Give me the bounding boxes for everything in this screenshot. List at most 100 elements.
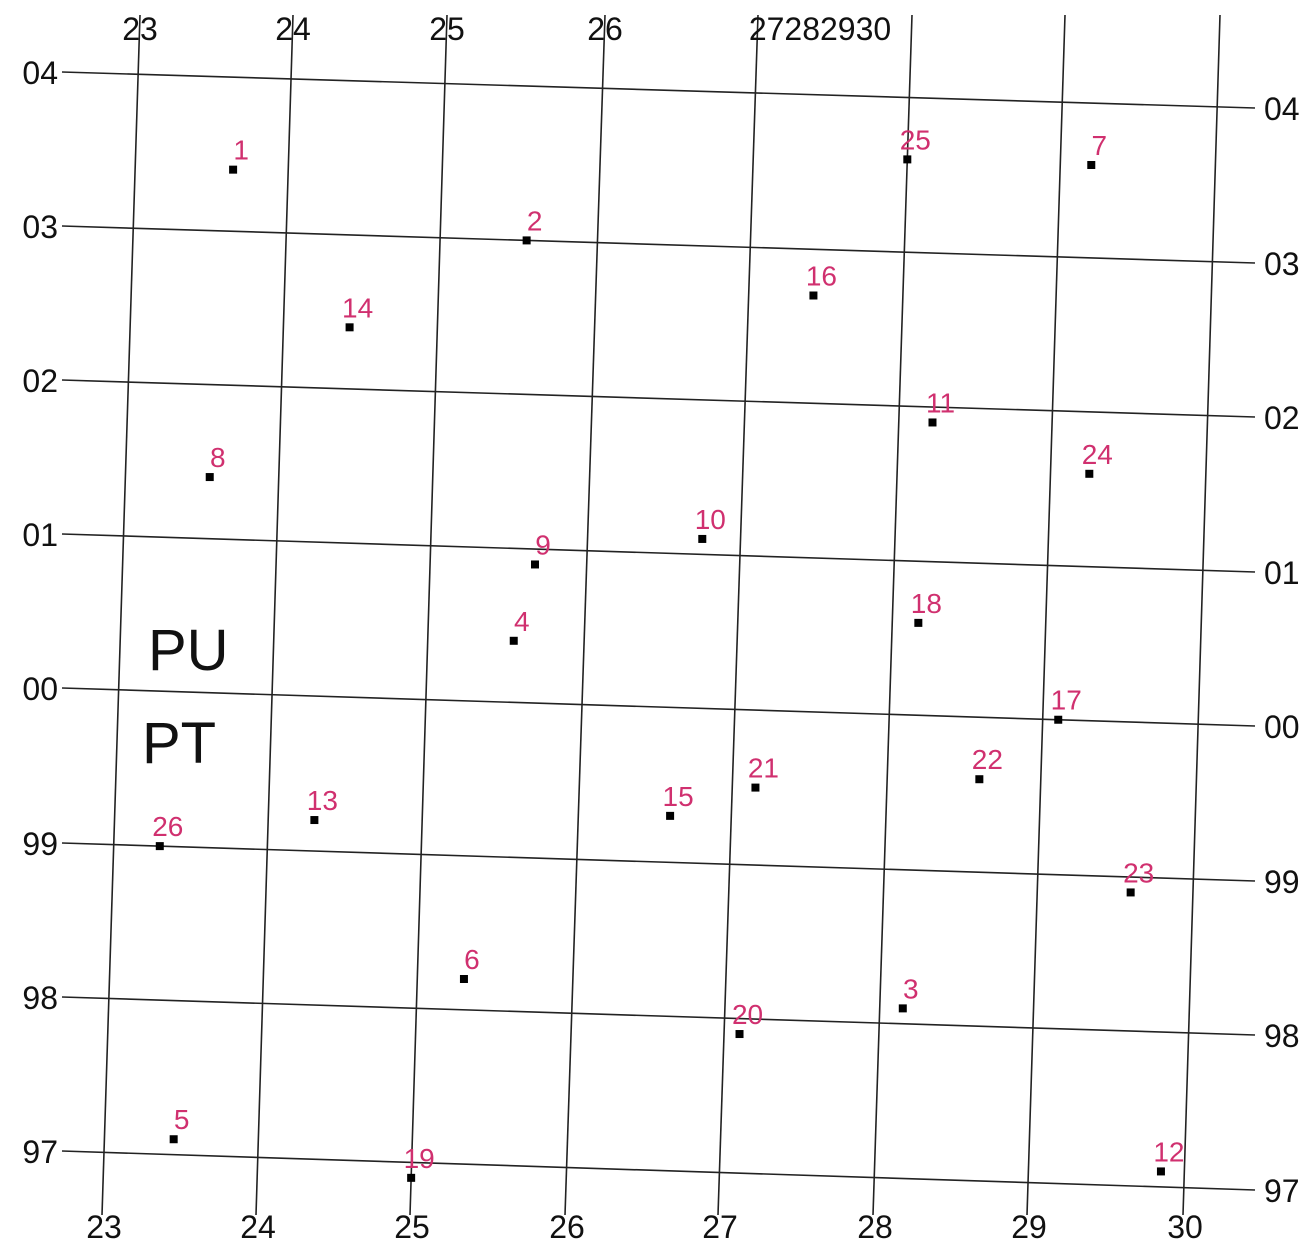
right-label: 01 [1264,555,1300,591]
point-label: 20 [732,999,763,1030]
point-marker [522,236,531,245]
bottom-label: 29 [1011,1209,1047,1242]
left-label: 97 [22,1134,58,1170]
left-label: 04 [22,55,58,91]
point-marker [407,1173,416,1182]
left-label: 02 [22,363,58,399]
survey-point: 1 [229,135,249,174]
right-label: 00 [1264,709,1300,745]
point-marker [229,165,238,174]
point-label: 12 [1153,1136,1184,1167]
point-marker [1126,888,1135,897]
right-label: 99 [1264,864,1300,900]
zone-label-pt: PT [142,711,216,776]
northing-line [61,996,1256,1036]
bottom-label: 25 [394,1209,430,1242]
northing-line [61,71,1256,109]
survey-point: 12 [1153,1136,1185,1176]
point-marker [809,291,818,300]
bottom-label: 24 [240,1209,276,1242]
right-label: 02 [1264,400,1300,436]
survey-point: 15 [663,781,694,820]
point-label: 5 [174,1104,190,1135]
easting-line [255,14,294,1216]
survey-point: 8 [205,442,226,482]
point-label: 16 [806,261,837,292]
right-label: 98 [1264,1018,1300,1054]
northing-line [61,842,1256,882]
point-label: 1 [233,135,249,166]
survey-point: 2 [522,205,543,245]
top-label: 26 [587,11,623,47]
point-label: 19 [404,1143,435,1174]
survey-point: 24 [1082,439,1113,478]
point-marker [530,560,539,569]
easting-line [1182,14,1221,1216]
survey-point: 4 [509,606,530,645]
point-label: 3 [903,973,919,1004]
survey-point: 9 [530,529,551,569]
easting-line [1026,14,1066,1216]
point-label: 10 [695,504,726,535]
zone-label-pu: PU [148,618,229,683]
point-marker [1085,469,1094,478]
point-marker [1087,161,1096,170]
survey-point: 5 [169,1104,190,1144]
point-marker [1156,1167,1165,1176]
northing-line [61,1150,1256,1191]
top-label: 25 [429,11,465,47]
point-marker [459,975,468,984]
survey-point: 7 [1087,130,1107,170]
point-label: 25 [900,124,931,155]
point-marker [310,816,319,825]
top-label: 23 [122,11,158,47]
grid-lines [61,14,1256,1216]
survey-point: 26 [152,811,183,851]
survey-point: 18 [911,588,942,627]
point-label: 11 [926,387,955,418]
left-northing-labels: 04 03 02 01 00 99 98 97 [22,55,58,1170]
bottom-easting-labels: 23 24 25 26 27 28 29 30 [86,1209,1203,1242]
bottom-label: 30 [1167,1209,1203,1242]
point-label: 18 [911,588,942,619]
point-label: 17 [1051,685,1082,716]
survey-point: 11 [926,387,955,427]
survey-point: 17 [1051,685,1082,724]
point-marker [898,1004,907,1013]
point-marker [169,1135,178,1144]
survey-point: 6 [459,944,480,984]
point-marker [735,1030,744,1039]
point-marker [509,636,518,645]
easting-line [101,14,141,1216]
survey-point: 3 [898,973,919,1013]
point-marker [205,473,214,482]
survey-point: 20 [732,999,763,1039]
survey-point: 10 [695,504,726,543]
point-label: 7 [1091,130,1107,161]
top-easting-labels: 23 24 25 26 27282930 [122,11,891,47]
easting-line [409,14,448,1216]
survey-point: 19 [404,1143,435,1182]
right-label: 04 [1264,91,1300,127]
point-label: 21 [748,753,779,784]
easting-line [717,14,759,1216]
bottom-label: 26 [549,1209,585,1242]
bottom-label: 28 [857,1209,893,1242]
survey-point: 16 [806,261,837,300]
right-label: 97 [1264,1173,1300,1209]
survey-point: 13 [307,785,338,825]
point-label: 15 [663,781,694,812]
point-label: 23 [1123,857,1154,888]
easting-line [872,14,913,1216]
point-label: 9 [535,529,551,560]
easting-line [564,14,606,1216]
survey-point: 23 [1123,857,1154,897]
top-label: 27282930 [749,11,891,47]
point-marker [666,811,675,820]
left-label: 01 [22,517,58,553]
point-label: 2 [527,205,543,236]
point-label: 13 [307,785,338,816]
point-label: 22 [972,744,1003,775]
